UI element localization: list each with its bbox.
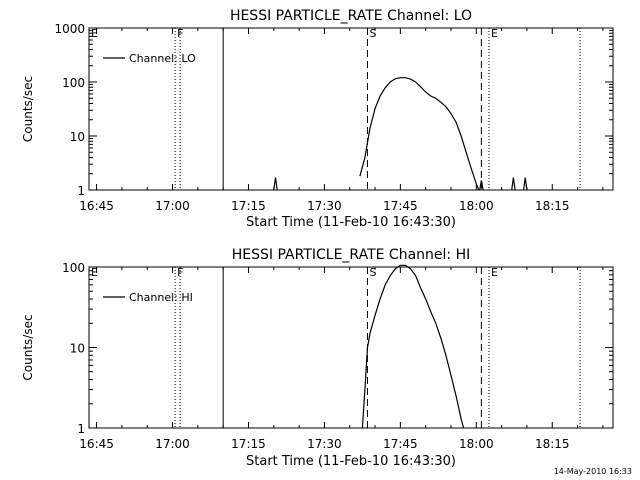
y-tick-label: 1 <box>77 422 85 436</box>
series-line <box>523 177 528 191</box>
chart-title: HESSI PARTICLE_RATE Channel: LO <box>230 8 472 24</box>
series-line <box>479 180 484 191</box>
x-axis-label: Start Time (11-Feb-10 16:43:30) <box>246 215 456 230</box>
x-tick-label: 17:30 <box>307 437 342 451</box>
series-line <box>511 177 516 191</box>
y-tick-label: 10 <box>70 342 85 356</box>
y-tick-label: 10 <box>70 130 85 144</box>
x-tick-label: 18:00 <box>459 437 494 451</box>
chart-title: HESSI PARTICLE_RATE Channel: HI <box>232 247 470 263</box>
x-tick-label: 17:00 <box>155 437 190 451</box>
marker-label-f: F <box>177 27 183 40</box>
marker-label-e: E <box>491 27 498 40</box>
x-tick-label: 17:15 <box>231 437 266 451</box>
y-axis-label: Counts/sec <box>21 76 35 142</box>
y-axis-label: Counts/sec <box>21 314 35 380</box>
y-tick-label: 100 <box>62 76 85 90</box>
series-line <box>359 77 480 191</box>
marker-label-s: S <box>369 27 376 40</box>
x-tick-label: 17:00 <box>155 199 190 213</box>
marker-label-e-left: E <box>91 27 98 40</box>
legend-label: Channel: LO <box>129 52 196 65</box>
marker-label-e-left: E <box>91 266 98 279</box>
marker-label-e: E <box>491 266 498 279</box>
plot-frame <box>88 27 614 191</box>
x-tick-label: 16:45 <box>79 437 114 451</box>
series-line <box>361 264 465 429</box>
x-tick-label: 16:45 <box>79 199 114 213</box>
x-tick-label: 17:45 <box>383 437 418 451</box>
y-tick-label: 1000 <box>54 22 85 36</box>
y-tick-label: 1 <box>77 184 85 198</box>
x-tick-label: 18:00 <box>459 199 494 213</box>
series-line <box>273 177 278 191</box>
y-tick-label: 100 <box>62 261 85 275</box>
x-tick-label: 17:45 <box>383 199 418 213</box>
x-tick-label: 18:15 <box>535 437 570 451</box>
legend-label: Channel: HI <box>129 291 193 304</box>
marker-label-f: F <box>177 266 183 279</box>
x-tick-label: 18:15 <box>535 199 570 213</box>
marker-label-s: S <box>369 266 376 279</box>
footer-timestamp: 14-May-2010 16:33 <box>553 467 632 476</box>
x-axis-label: Start Time (11-Feb-10 16:43:30) <box>246 454 456 469</box>
x-tick-label: 17:30 <box>307 199 342 213</box>
x-tick-label: 17:15 <box>231 199 266 213</box>
